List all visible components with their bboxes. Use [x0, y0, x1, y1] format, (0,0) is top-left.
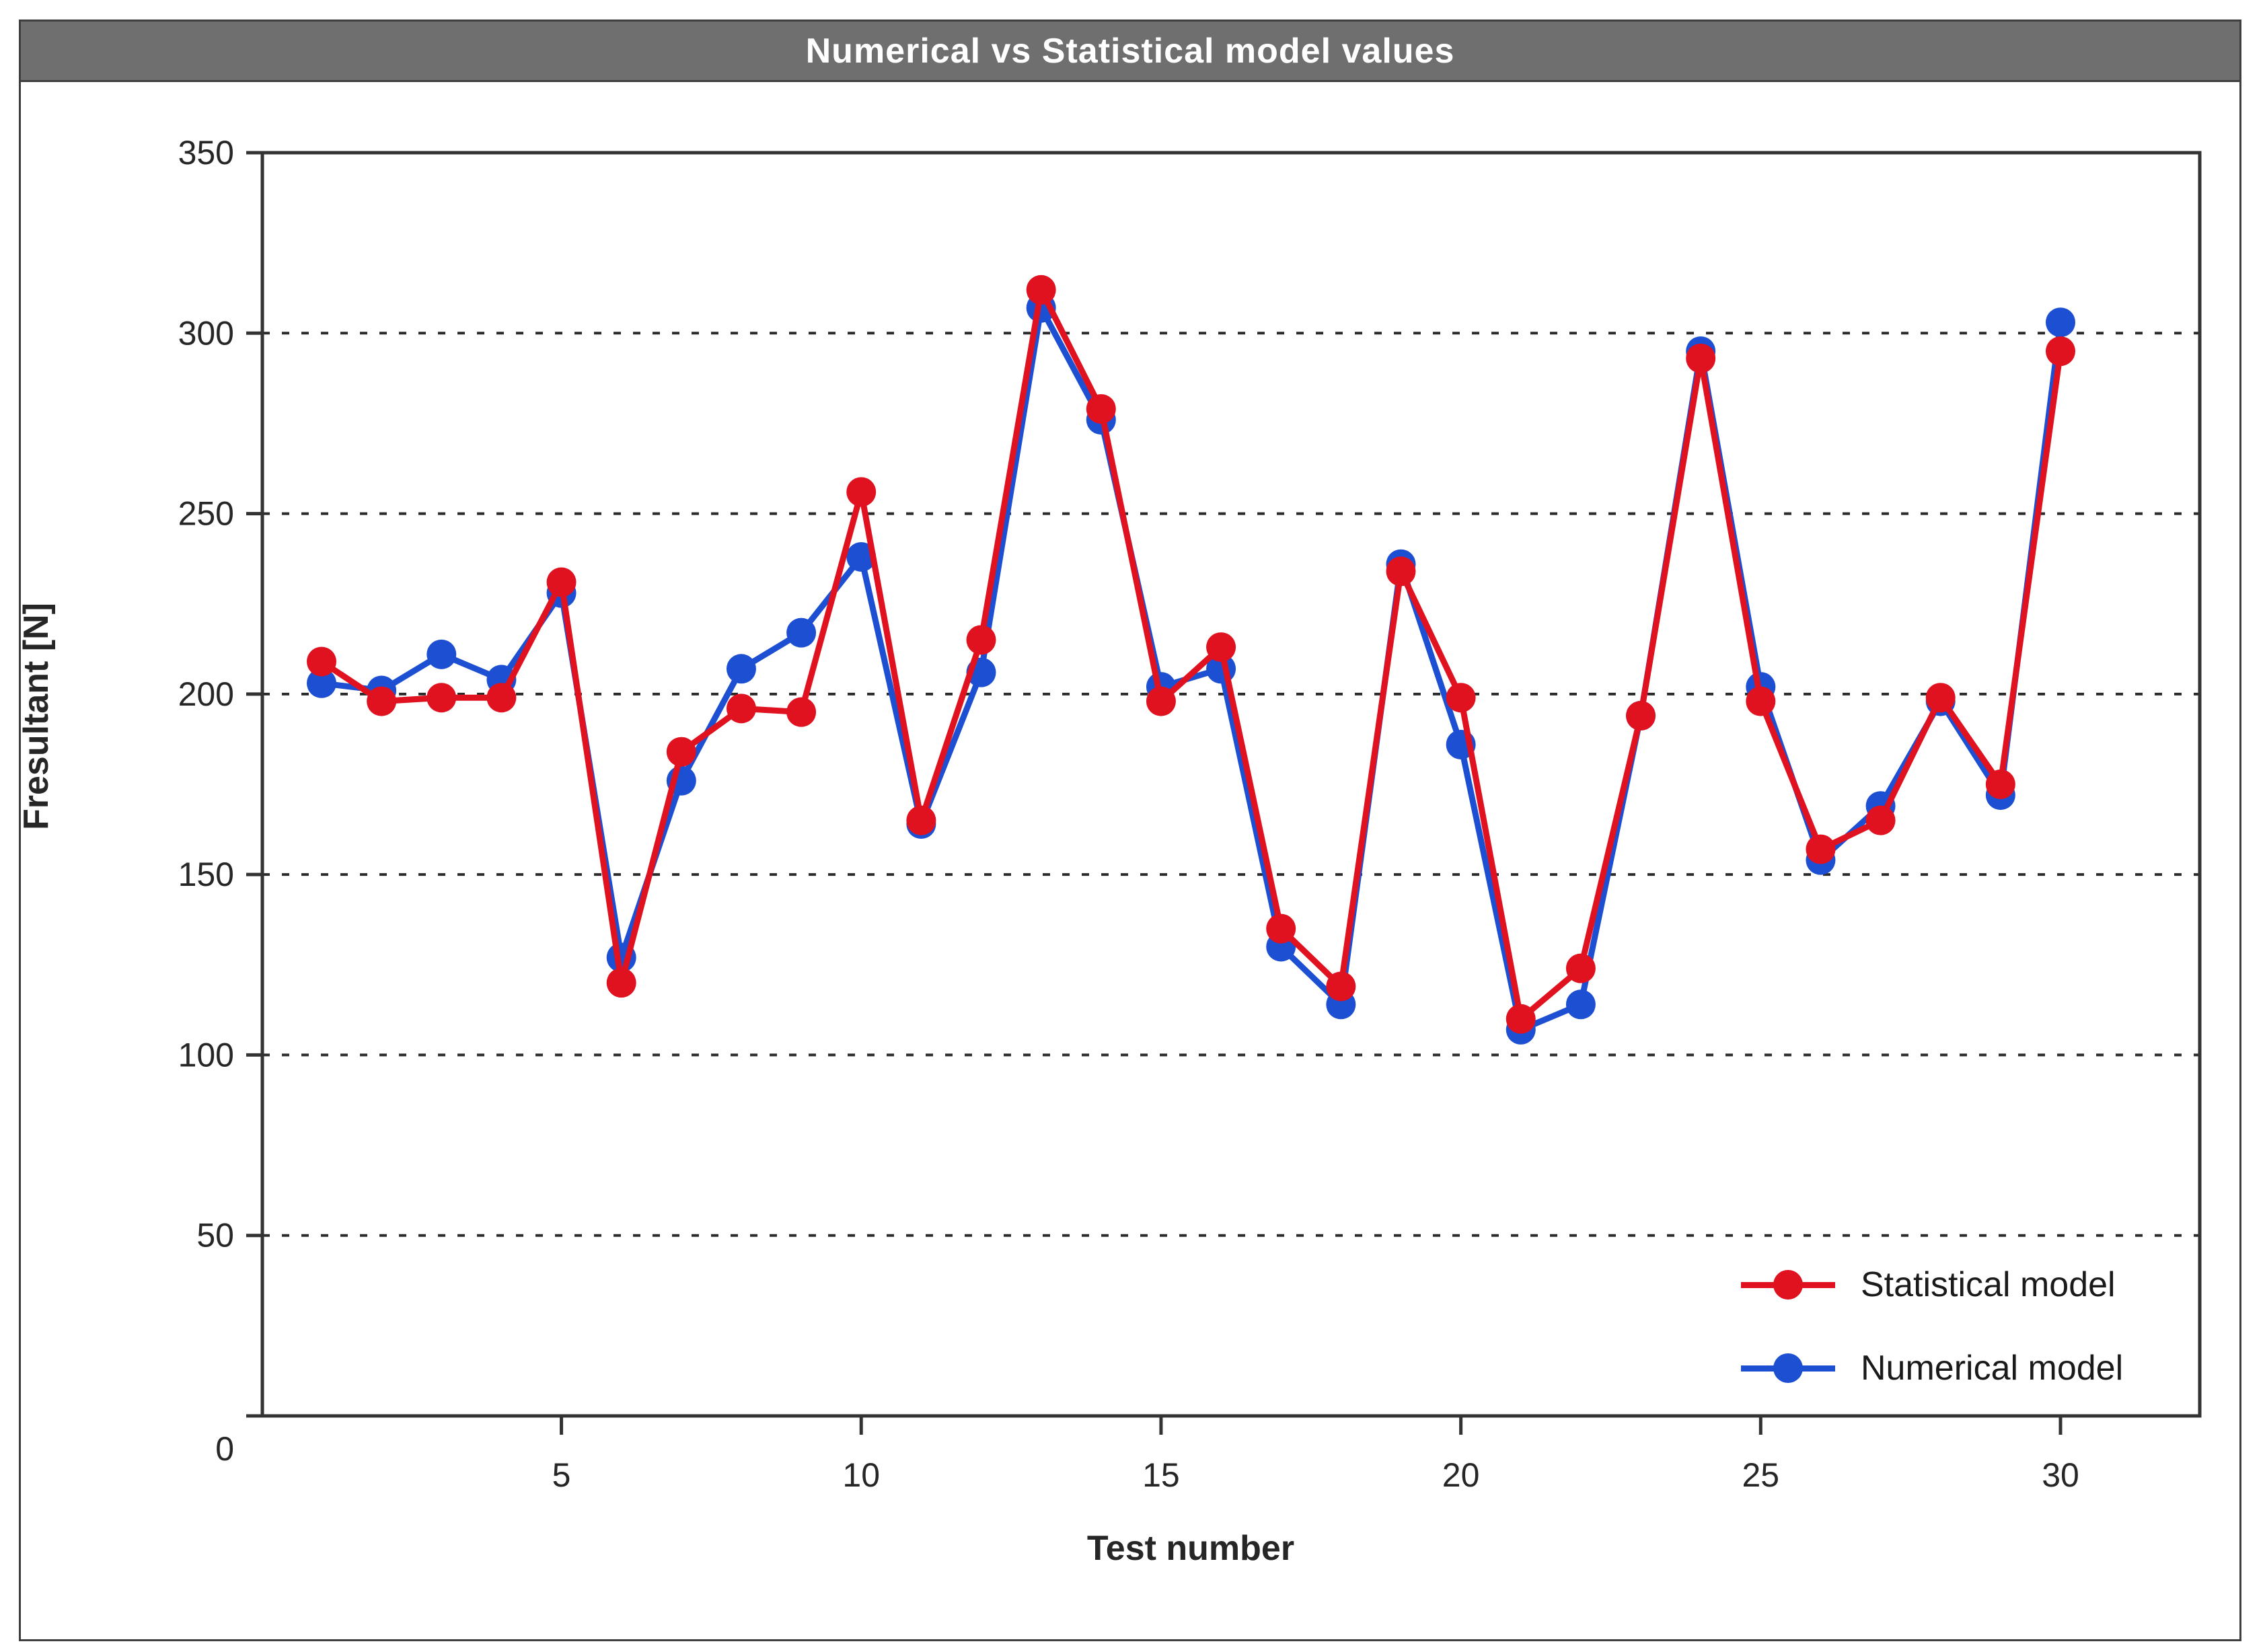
data-point-statistical-x14	[1086, 393, 1116, 424]
data-point-statistical-x15	[1146, 686, 1176, 716]
data-point-statistical-x8	[726, 693, 756, 724]
data-point-numerical-x22	[1565, 989, 1596, 1020]
legend-dot-red	[1773, 1270, 1803, 1300]
data-point-statistical-x12	[966, 625, 996, 655]
data-point-statistical-x3	[426, 683, 457, 713]
x-tick-label-20: 20	[1442, 1456, 1480, 1494]
data-point-statistical-x5	[546, 567, 577, 597]
data-point-statistical-x30	[2046, 336, 2075, 367]
data-point-statistical-x18	[1326, 971, 1356, 1002]
data-point-statistical-x27	[1865, 805, 1896, 835]
data-point-statistical-x21	[1506, 1004, 1536, 1034]
data-point-statistical-x25	[1746, 686, 1776, 716]
data-point-statistical-x26	[1806, 834, 1836, 864]
legend-label-statistical: Statistical model	[1861, 1265, 2116, 1304]
data-point-numerical-x30	[2046, 307, 2075, 338]
data-point-statistical-x28	[1925, 683, 1956, 713]
data-point-statistical-x7	[666, 737, 696, 767]
data-point-statistical-x1	[307, 646, 336, 677]
data-point-statistical-x11	[906, 805, 936, 835]
data-point-statistical-x4	[486, 683, 517, 713]
y-tick-label-0: 0	[215, 1430, 234, 1468]
data-point-numerical-x1	[307, 668, 336, 698]
x-axis-title: Test number	[1086, 1529, 1295, 1568]
legend: Statistical model Numerical model	[1741, 1252, 2123, 1419]
x-tick-label-15: 15	[1142, 1456, 1180, 1494]
data-point-statistical-x6	[606, 968, 636, 998]
y-tick-label-150: 150	[178, 856, 234, 893]
legend-item-numerical: Numerical model	[1741, 1336, 2123, 1400]
x-tick-label-10: 10	[842, 1456, 880, 1494]
plot-frame	[260, 151, 2202, 1418]
y-tick-label-200: 200	[178, 675, 234, 713]
data-point-numerical-x3	[426, 639, 457, 669]
y-tick-label-250: 250	[178, 495, 234, 533]
data-point-numerical-x9	[786, 617, 817, 648]
x-tick-label-5: 5	[552, 1456, 571, 1494]
series-line-numerical	[321, 305, 2064, 1033]
data-point-statistical-x2	[367, 686, 397, 716]
data-point-statistical-x17	[1266, 913, 1296, 944]
data-point-statistical-x29	[1985, 769, 2015, 799]
data-point-statistical-x20	[1446, 683, 1476, 713]
y-tick-label-300: 300	[178, 314, 234, 352]
y-tick-label-50: 50	[196, 1217, 234, 1254]
y-axis-title: Fresultant [N]	[17, 603, 56, 830]
legend-marker-numerical-icon	[1741, 1353, 1835, 1383]
data-point-numerical-x10	[846, 541, 877, 572]
data-point-statistical-x22	[1565, 953, 1596, 983]
data-point-statistical-x13	[1026, 274, 1056, 305]
chart-title-bar: Numerical vs Statistical model values	[21, 22, 2239, 82]
legend-marker-statistical-icon	[1741, 1270, 1835, 1300]
chart-title: Numerical vs Statistical model values	[805, 31, 1455, 71]
data-point-statistical-x23	[1626, 701, 1656, 731]
data-point-statistical-x9	[786, 697, 817, 727]
y-tick-label-100: 100	[178, 1036, 234, 1074]
legend-item-statistical: Statistical model	[1741, 1252, 2123, 1317]
series-line-statistical	[320, 287, 2064, 1022]
legend-label-numerical: Numerical model	[1861, 1349, 2124, 1388]
y-tick-label-350: 350	[178, 134, 234, 172]
x-tick-label-30: 30	[2042, 1456, 2079, 1494]
x-tick-label-25: 25	[1742, 1456, 1779, 1494]
data-point-statistical-x24	[1686, 343, 1716, 373]
legend-dot-blue	[1773, 1353, 1803, 1383]
data-point-statistical-x19	[1386, 556, 1416, 587]
data-point-statistical-x10	[846, 477, 877, 507]
data-point-statistical-x16	[1206, 632, 1236, 663]
data-point-numerical-x8	[726, 654, 756, 684]
